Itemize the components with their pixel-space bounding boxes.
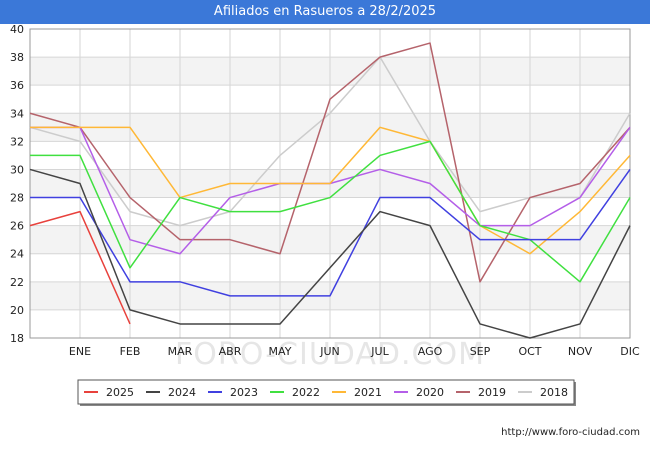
y-tick-label: 18 (10, 332, 24, 345)
legend-label-2019: 2019 (478, 386, 506, 399)
x-tick-label: MAY (269, 345, 292, 358)
x-tick-label: ABR (219, 345, 242, 358)
x-tick-label: OCT (518, 345, 541, 358)
series-line-2024 (29, 168, 631, 339)
chart-title: Afiliados en Rasueros a 28/2/2025 (0, 0, 650, 24)
x-tick-label: AGO (418, 345, 443, 358)
x-tick-label: SEP (470, 345, 491, 358)
legend-label-2025: 2025 (106, 386, 134, 399)
y-axis-labels: 18 20 22 24 26 28 30 32 34 36 38 40 (10, 23, 24, 345)
x-tick-label: FEB (120, 345, 141, 358)
x-tick-label: JUL (370, 345, 389, 358)
y-tick-label: 24 (10, 248, 24, 261)
x-tick-label: NOV (568, 345, 593, 358)
series-line-2019 (29, 42, 631, 283)
y-tick-label: 22 (10, 276, 24, 289)
series-lines (29, 42, 631, 339)
y-tick-label: 34 (10, 107, 24, 120)
x-tick-label: DIC (620, 345, 640, 358)
series-line-2021 (30, 126, 631, 255)
y-tick-label: 30 (10, 163, 24, 176)
y-tick-label: 26 (10, 220, 24, 233)
y-tick-label: 40 (10, 23, 24, 36)
series-line-2023 (30, 169, 631, 297)
series-line-2025 (29, 210, 131, 325)
legend-label-2020: 2020 (416, 386, 444, 399)
legend-box (77, 379, 575, 405)
x-tick-label: JUN (319, 345, 340, 358)
legend: 2025 2024 2023 2022 2021 2020 2019 2018 (77, 379, 576, 406)
y-tick-label: 38 (10, 51, 24, 64)
x-axis-labels: ENE FEB MAR ABR MAY JUN JUL AGO SEP OCT NOV DIC (69, 345, 640, 358)
legend-label-2021: 2021 (354, 386, 382, 399)
legend-label-2024: 2024 (168, 386, 196, 399)
y-tick-label: 36 (10, 79, 24, 92)
y-tick-label: 28 (10, 192, 24, 205)
watermark: FORO-CIUDAD.COM (175, 337, 485, 372)
legend-label-2023: 2023 (230, 386, 258, 399)
x-tick-label: ENE (69, 345, 91, 358)
y-tick-label: 20 (10, 304, 24, 317)
plot-frame (29, 28, 631, 339)
y-tick-label: 32 (10, 135, 24, 148)
x-tick-label: MAR (168, 345, 193, 358)
legend-label-2018: 2018 (540, 386, 568, 399)
legend-label-2022: 2022 (292, 386, 320, 399)
source-url[interactable]: http://www.foro-ciudad.com (501, 427, 640, 438)
